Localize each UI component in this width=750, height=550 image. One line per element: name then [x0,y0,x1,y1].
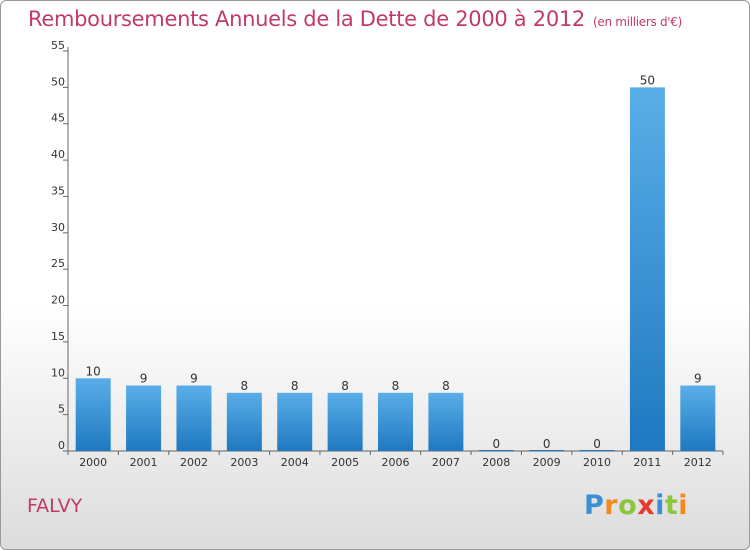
commune-name: FALVY [27,495,83,517]
logo-letter: i [678,490,689,521]
data-label: 9 [190,372,198,386]
unit-label: (en milliers d'€) [593,15,683,29]
x-tick-label: 2004 [281,456,309,469]
logo-letter: i [655,490,665,521]
bar [428,392,464,451]
data-label: 8 [341,379,349,393]
x-tick-label: 2006 [382,456,410,469]
y-tick-label: 30 [51,221,65,234]
bar [378,392,413,451]
x-tick-label: 2002 [180,456,208,469]
data-label: 8 [291,379,299,393]
x-tick-label: 2010 [583,456,611,469]
y-tick-label: 5 [58,403,65,416]
data-label: 0 [492,437,500,451]
data-label: 0 [543,437,551,451]
data-label: 0 [593,437,601,451]
x-tick-label: 2011 [633,456,661,469]
bar [176,385,212,451]
logo-letter: t [664,490,679,521]
x-tick-label: 2003 [230,456,258,469]
data-label: 8 [241,379,249,393]
bar [327,392,363,451]
logo-letter: o [618,490,638,521]
data-label: 9 [694,372,702,386]
data-label: 10 [86,364,101,378]
x-tick-label: 2007 [432,456,460,469]
y-tick-label: 15 [51,330,65,343]
y-tick-label: 10 [51,366,65,379]
y-tick-label: 20 [51,294,65,307]
logo-letter: r [604,490,619,521]
chart-title: Remboursements Annuels de la Dette de 20… [28,7,682,31]
x-tick-label: 2005 [331,456,359,469]
y-tick-label: 25 [51,257,65,270]
x-tick-label: 2009 [533,456,561,469]
y-tick-label: 40 [51,148,65,161]
x-tick-label: 2008 [482,456,510,469]
x-tick-label: 2001 [130,456,158,469]
y-tick-label: 0 [58,439,65,452]
chart-title-text: Remboursements Annuels de la Dette de 20… [28,7,585,31]
bar [629,87,665,451]
y-tick-label: 45 [51,112,65,125]
proxiti-logo[interactable]: Proxiti [584,490,688,521]
bar [226,392,262,451]
logo-letter: x [637,490,656,521]
x-tick-label: 2012 [684,456,712,469]
y-tick-label: 55 [51,39,65,52]
x-tick-label: 2000 [79,456,107,469]
bar [680,385,716,451]
data-label: 50 [640,73,655,87]
logo-letter: P [584,490,605,521]
y-tick-label: 50 [51,75,65,88]
data-label: 8 [442,379,450,393]
data-label: 9 [140,372,148,386]
data-label: 8 [392,379,400,393]
bar [75,378,111,451]
bar [126,385,162,451]
y-tick-label: 35 [51,184,65,197]
bar [277,392,313,451]
